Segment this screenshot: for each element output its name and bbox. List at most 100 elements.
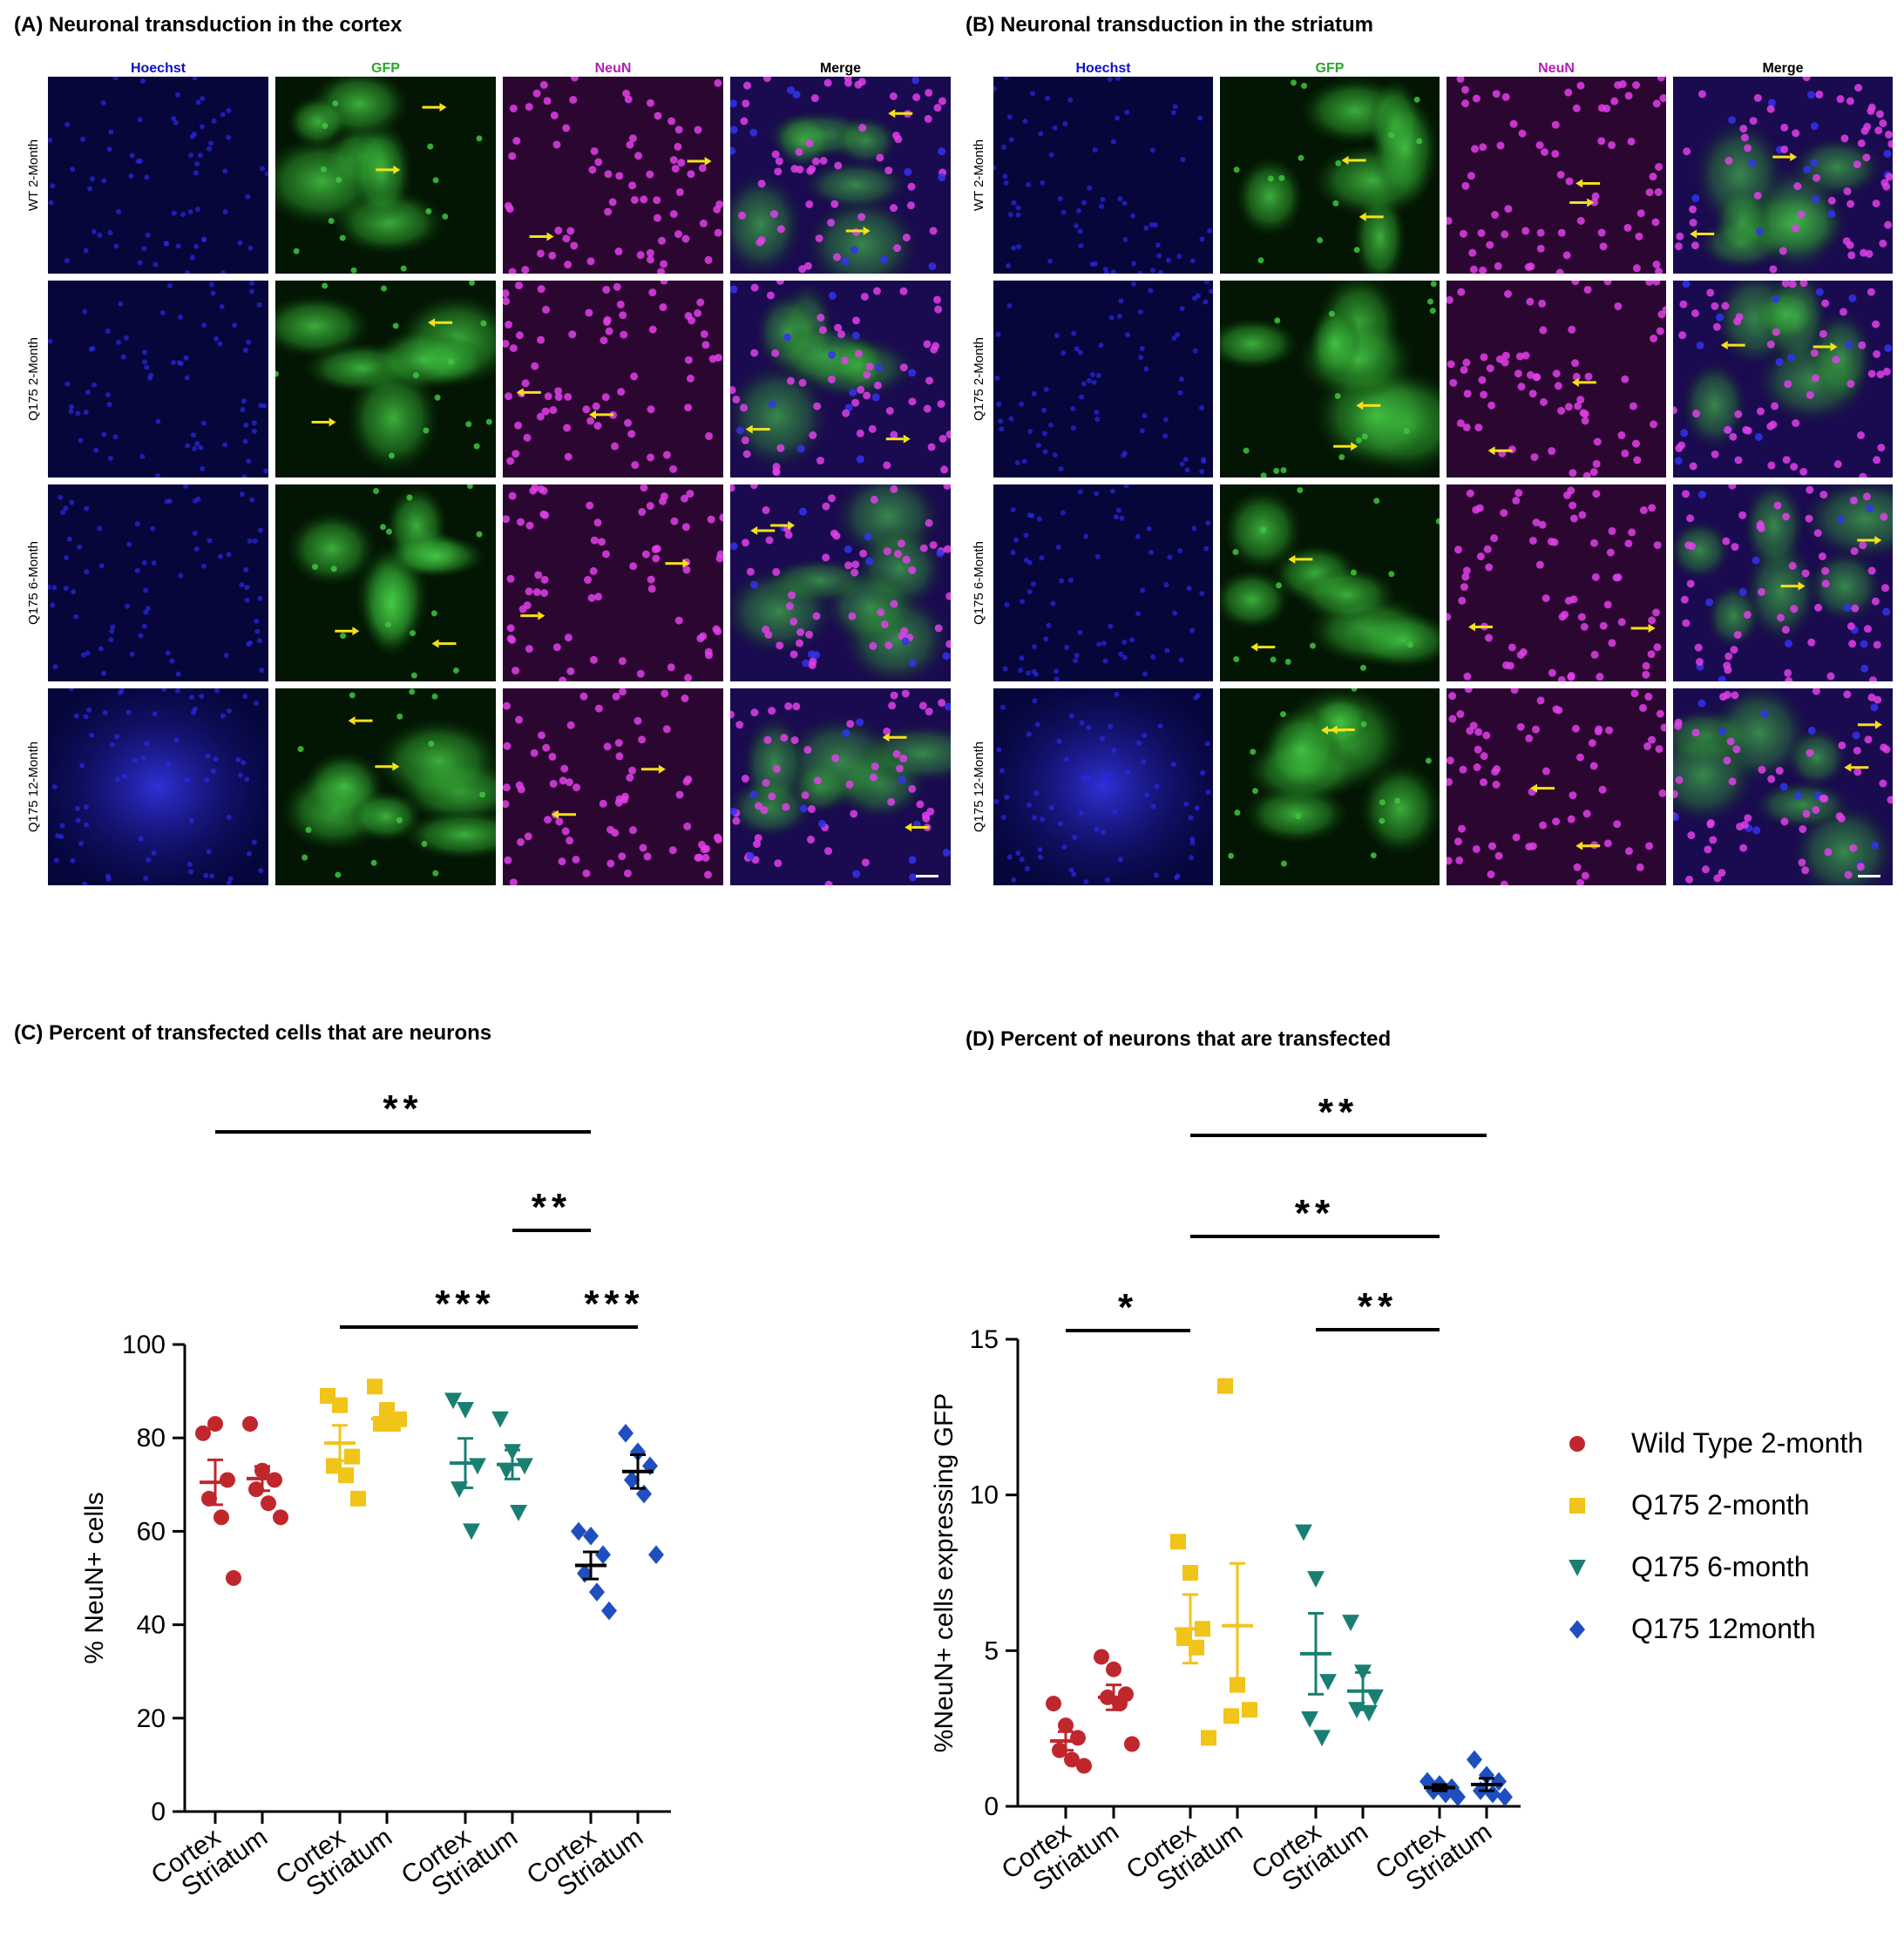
gfp-signal (1235, 156, 1305, 238)
nucleus (696, 634, 705, 643)
row-label: Q175 12-Month (26, 742, 41, 832)
nucleus (161, 688, 167, 692)
nucleus (660, 492, 668, 501)
nucleus (1606, 548, 1615, 557)
nucleus (1711, 301, 1719, 310)
nucleus (1370, 852, 1377, 859)
nucleus (1502, 660, 1511, 669)
nucleus (226, 552, 232, 558)
nucleus (1459, 229, 1467, 238)
nucleus (834, 161, 843, 170)
legend-label: Wild Type 2-month (1631, 1427, 1863, 1459)
nucleus (807, 805, 816, 814)
nucleus (730, 99, 737, 108)
nucleus (824, 847, 833, 856)
nucleus (790, 735, 799, 744)
nucleus (1645, 842, 1654, 850)
nucleus (1712, 322, 1721, 331)
nucleus (138, 836, 144, 842)
nucleus (1462, 566, 1471, 575)
nucleus (503, 800, 510, 809)
nucleus (908, 784, 917, 793)
nucleus (618, 657, 627, 666)
nucleus (1447, 216, 1453, 225)
nucleus (1856, 863, 1865, 871)
nucleus (241, 760, 247, 766)
nucleus (859, 549, 868, 558)
nucleus (584, 575, 593, 584)
nucleus (1674, 242, 1683, 251)
nucleus (1006, 303, 1013, 309)
nucleus (628, 826, 637, 835)
nucleus (1846, 622, 1855, 631)
nucleus (925, 708, 933, 716)
data-point (338, 1467, 354, 1484)
nucleus (370, 859, 377, 866)
nucleus (544, 816, 552, 824)
nucleus (694, 308, 702, 317)
nucleus (51, 784, 58, 790)
nucleus (1711, 450, 1719, 458)
nucleus (1814, 603, 1823, 612)
nucleus (1071, 330, 1077, 336)
nucleus (582, 405, 591, 414)
nucleus (1805, 514, 1813, 523)
nucleus (647, 585, 656, 593)
nucleus (1083, 879, 1089, 885)
nucleus (237, 240, 243, 246)
nucleus (1517, 383, 1526, 391)
nucleus (769, 210, 778, 219)
nucleus (1755, 227, 1764, 236)
nucleus (1148, 221, 1155, 227)
nucleus (430, 610, 437, 617)
nucleus (590, 536, 599, 545)
nucleus (1115, 507, 1121, 513)
nucleus (1121, 639, 1128, 645)
nucleus (1055, 544, 1061, 550)
nucleus (412, 372, 419, 379)
nucleus (687, 170, 695, 179)
nucleus (392, 322, 399, 329)
nucleus (1040, 816, 1046, 823)
nucleus (1775, 357, 1784, 366)
nucleus (641, 550, 650, 559)
nucleus (1504, 205, 1513, 213)
nucleus (730, 285, 738, 294)
nucleus (1867, 369, 1876, 378)
nucleus (1509, 119, 1518, 128)
gfp-signal (833, 116, 898, 166)
nucleus (207, 146, 213, 152)
nucleus (223, 653, 229, 659)
nucleus (624, 418, 633, 427)
nucleus (890, 430, 898, 439)
nucleus (1033, 790, 1040, 796)
nucleus (503, 297, 511, 306)
nucleus (1203, 299, 1209, 305)
nucleus (730, 484, 735, 492)
nucleus (1547, 537, 1555, 545)
nucleus (1114, 691, 1120, 697)
arrow-head (682, 559, 690, 568)
nucleus (624, 95, 633, 104)
nucleus (1077, 228, 1083, 234)
nucleus (1758, 765, 1766, 774)
nucleus (1480, 353, 1488, 362)
nucleus (1526, 297, 1535, 306)
nucleus (1821, 579, 1830, 588)
nucleus (406, 494, 413, 501)
nucleus (239, 491, 245, 498)
nucleus (1528, 389, 1537, 398)
nucleus (293, 247, 300, 254)
nucleus (246, 458, 252, 464)
nucleus (699, 219, 708, 227)
nucleus (1785, 676, 1793, 681)
nucleus (208, 281, 214, 288)
nucleus (508, 635, 517, 644)
nucleus (51, 585, 58, 591)
nucleus (1006, 854, 1013, 860)
nucleus (226, 815, 232, 821)
nucleus (503, 339, 510, 348)
nucleus (1047, 422, 1054, 428)
nucleus (1802, 77, 1811, 82)
y-tick-label: 100 (122, 1331, 166, 1359)
